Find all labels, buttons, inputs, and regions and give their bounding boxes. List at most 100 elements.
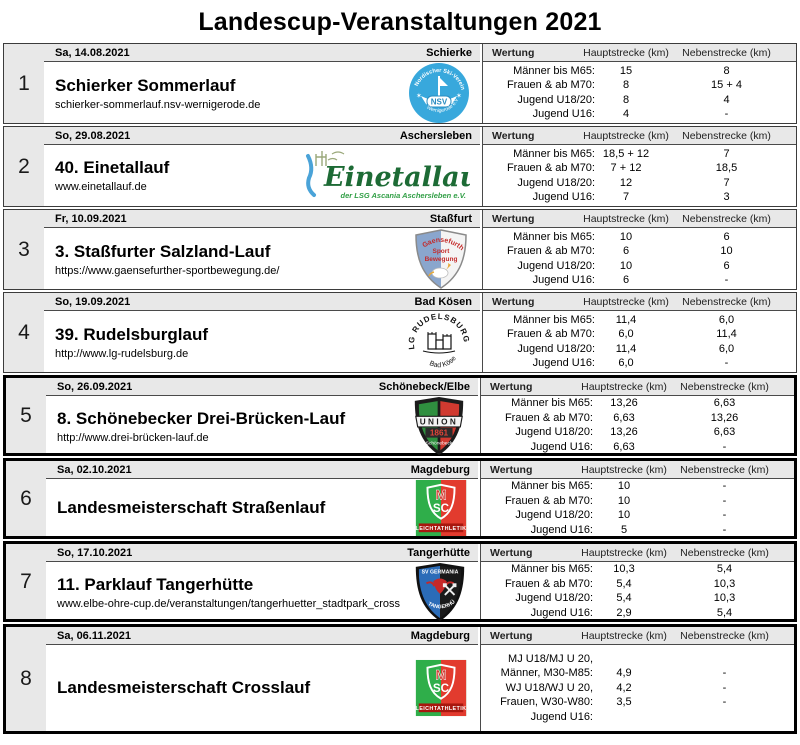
wertung-row: Jugend U18/20: 12 7 bbox=[483, 176, 796, 191]
event-date: So, 26.09.2021 bbox=[57, 380, 133, 393]
row-number: 4 bbox=[4, 293, 44, 372]
hauptstrecke-value: 15 bbox=[619, 64, 633, 77]
scm-sc-text: SC bbox=[433, 682, 450, 695]
union-sub-text: Schönebeck bbox=[426, 440, 453, 446]
wertung-header: Wertung bbox=[490, 463, 533, 476]
hauptstrecke-value bbox=[593, 710, 655, 725]
nsv-main-text: NSV bbox=[431, 98, 448, 107]
wertung-row: Männer bis M65: 15 8 bbox=[483, 64, 796, 79]
nebenstrecke-value: 11,4 bbox=[716, 328, 737, 340]
wertung-row: Jugend U16: 6,63 - bbox=[481, 440, 794, 455]
nebenstrecke-value: 6,0 bbox=[718, 342, 735, 355]
wertung-row: Jugend U18/20: 10 - bbox=[481, 508, 794, 523]
event-date: Sa, 06.11.2021 bbox=[57, 629, 132, 642]
wertung-category: Männer bis M65: bbox=[511, 563, 593, 575]
event-date: So, 19.09.2021 bbox=[55, 295, 131, 308]
wertung-header: Wertung bbox=[492, 212, 535, 225]
svg-text:✶: ✶ bbox=[456, 92, 462, 100]
nebenstrecke-value: 13,26 bbox=[710, 411, 739, 424]
event-row-8: 8 Sa, 06.11.2021 Magdeburg Landesmeister… bbox=[3, 624, 797, 734]
einetallauf-script-text: Einetallauf bbox=[323, 162, 470, 193]
wertung-row: Jugend U16: 6,0 - bbox=[483, 356, 796, 371]
wertung-category: Männer bis M65: bbox=[511, 480, 593, 492]
nebenstrecke-header: Nebenstrecke (km) bbox=[680, 463, 769, 476]
wertung-row: MJ U18/MJ U 20, bbox=[481, 652, 794, 667]
wertung-category: Frauen & ab M70: bbox=[506, 328, 595, 340]
nebenstrecke-value bbox=[655, 710, 794, 725]
hauptstrecke-value: 4,9 bbox=[616, 667, 632, 680]
wertung-table: Wertung Hauptstrecke (km) Nebenstrecke (… bbox=[480, 544, 794, 619]
nebenstrecke-header: Nebenstrecke (km) bbox=[680, 380, 769, 393]
wertung-body: Männer bis M65: 11,4 6,0 Frauen & ab M70: 6,… bbox=[483, 311, 796, 372]
einetallauf-logo-icon: Einetallauf der LSG Ascania Aschersleben… bbox=[298, 148, 470, 204]
event-location: Bad Kösen bbox=[414, 295, 472, 308]
scm-m-text: M bbox=[435, 667, 446, 682]
wertung-row: Jugend U16: 7 3 bbox=[483, 190, 796, 205]
wertung-table: Wertung Hauptstrecke (km) Nebenstrecke (… bbox=[482, 127, 796, 206]
event-row-6: 6 Sa, 02.10.2021 Magdeburg Landesmeister… bbox=[3, 458, 797, 539]
row-number: 7 bbox=[6, 544, 46, 619]
wertung-body: Männer bis M65: 10- Frauen & ab M70: 10- Jug… bbox=[481, 479, 794, 537]
scm-leichtathletik-text: LEICHTATHLETIK bbox=[416, 526, 467, 532]
event-location: Staßfurt bbox=[429, 212, 472, 225]
event-url[interactable]: http://www.drei-brücken-lauf.de bbox=[57, 431, 209, 444]
nebenstrecke-value: 18,5 bbox=[715, 162, 738, 174]
wertung-row: Jugend U18/20: 5,4 10,3 bbox=[481, 591, 794, 606]
nsv-wernigerode-logo-icon: Nordischer Ski-Verein ✶ ✶ NSV Wernigerod… bbox=[408, 62, 470, 124]
event-location: Schierke bbox=[426, 46, 472, 59]
event-url[interactable]: www.elbe-ohre-cup.de/veranstaltungen/tan… bbox=[57, 597, 401, 610]
wertung-category: Frauen, W30-W80: bbox=[500, 696, 593, 709]
wertung-category: Männer bis M65: bbox=[513, 230, 595, 243]
hauptstrecke-value: 6,63 bbox=[613, 440, 635, 453]
gaensefurther-bewegung-text: Bewegung bbox=[425, 256, 458, 263]
wertung-row: Männer bis M65: 18,5 + 12 7 bbox=[483, 147, 796, 162]
wertung-row: Frauen & ab M70: 10 - bbox=[481, 494, 794, 509]
wertung-header: Wertung bbox=[490, 380, 533, 393]
nebenstrecke-value: 7 bbox=[723, 147, 730, 160]
event-location: Schönebeck/Elbe bbox=[378, 380, 470, 393]
wertung-category: Jugend U16: bbox=[530, 440, 593, 453]
wertung-body: Männer bis M65: 13,26 6,63 Frauen & ab M70:… bbox=[481, 396, 794, 454]
hauptstrecke-value: 6,63 bbox=[613, 411, 635, 424]
nebenstrecke-value: 6,63 bbox=[713, 426, 736, 438]
hauptstrecke-value: 8 bbox=[622, 93, 630, 106]
wertung-category: WJ U18/WJ U 20, bbox=[505, 681, 593, 694]
hauptstrecke-value: 10 bbox=[617, 509, 631, 521]
wertung-row: Jugend U16: 6 - bbox=[483, 273, 796, 288]
wertung-table: Wertung Hauptstrecke (km) Nebenstrecke (… bbox=[480, 627, 794, 731]
event-url[interactable]: schierker-sommerlauf.nsv-wernigerode.de bbox=[55, 98, 261, 111]
wertung-category: Frauen & ab M70: bbox=[504, 411, 593, 424]
date-location-strip: Sa, 02.10.2021 Magdeburg bbox=[46, 461, 478, 479]
wertung-row: Frauen, W30-W80: 3,5 - bbox=[481, 695, 794, 710]
hauptstrecke-value: 13,26 bbox=[610, 397, 638, 409]
event-url[interactable]: http://www.lg-rudelsburg.de bbox=[55, 347, 189, 360]
wertung-table: Wertung Hauptstrecke (km) Nebenstrecke (… bbox=[482, 293, 796, 372]
wertung-category: Jugend U16: bbox=[530, 606, 593, 619]
hauptstrecke-value: 10 bbox=[617, 480, 631, 492]
lg-rudelsburg-logo-icon: LG RUDELSBURG Bad Kösen bbox=[408, 311, 470, 373]
wertung-category: Frauen & ab M70: bbox=[504, 577, 593, 590]
union-1861-schoenebeck-logo-icon: UNION 1861 Schönebeck bbox=[410, 396, 468, 456]
wertung-table: Wertung Hauptstrecke (km) Nebenstrecke (… bbox=[482, 44, 796, 123]
gaensefurther-sport-logo-icon: Gaensefurther Sport Bewegung bbox=[412, 228, 470, 290]
nebenstrecke-value: 15 + 4 bbox=[711, 79, 742, 91]
event-url[interactable]: www.einetallauf.de bbox=[55, 181, 147, 193]
date-location-strip: So, 26.09.2021 Schönebeck/Elbe bbox=[46, 378, 478, 396]
event-title: 8. Schönebecker Drei-Brücken-Lauf bbox=[57, 408, 346, 428]
nebenstrecke-value: 6,63 bbox=[713, 397, 736, 409]
wertung-category: Männer bis M65: bbox=[511, 397, 593, 409]
row-number: 2 bbox=[4, 127, 44, 206]
event-location: Magdeburg bbox=[410, 629, 470, 642]
hauptstrecke-value: 5,4 bbox=[616, 577, 632, 590]
wertung-category: MJ U18/MJ U 20, bbox=[508, 652, 593, 665]
wertung-header: Wertung bbox=[492, 295, 535, 308]
nebenstrecke-value: - bbox=[722, 509, 727, 521]
event-date: So, 17.10.2021 bbox=[57, 546, 133, 559]
event-url[interactable]: https://www.gaensefurther-sportbewegung.… bbox=[55, 264, 280, 277]
nebenstrecke-value: - bbox=[722, 523, 727, 536]
nebenstrecke-value: 3 bbox=[723, 191, 730, 203]
wertung-table: Wertung Hauptstrecke (km) Nebenstrecke (… bbox=[480, 461, 794, 536]
wertung-row: Jugend U16: 4 - bbox=[483, 107, 796, 122]
wertung-row: Frauen & ab M70: 6,0 11,4 bbox=[483, 327, 796, 342]
nebenstrecke-value: - bbox=[724, 357, 729, 369]
